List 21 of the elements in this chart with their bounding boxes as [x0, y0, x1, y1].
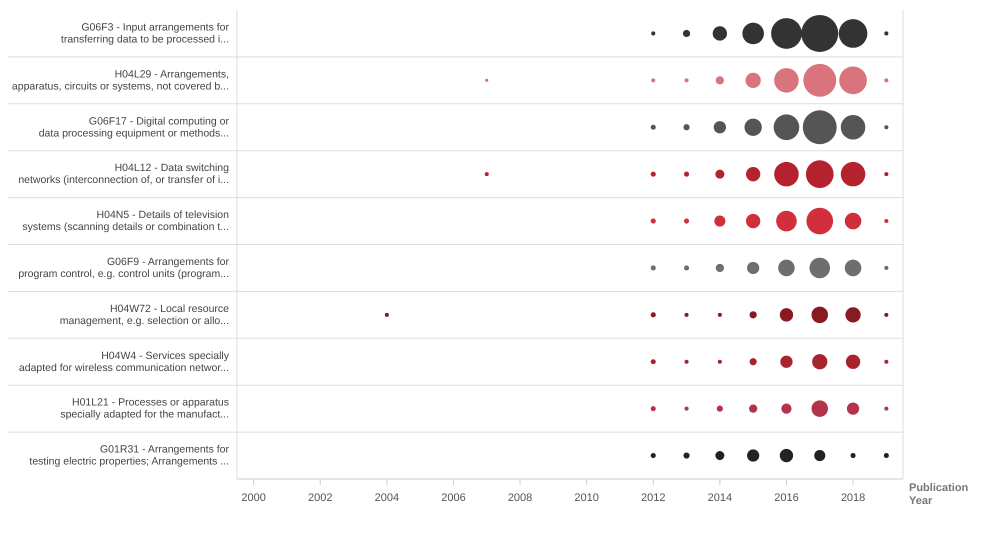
x-tick-label: 2004	[374, 492, 400, 504]
y-tick-label: H04W72 - Local resource management, e.g. selection or allo...	[60, 302, 230, 327]
y-tick-label: H01L21 - Processes or apparatus specially adapted for the manufact...	[60, 396, 229, 420]
y-tick-label: H04N5 - Details of television systems (scanning details or combination t...	[22, 208, 230, 233]
x-tick-label: 2008	[508, 492, 532, 504]
y-tick-label: H04W4 - Services specially adapted for wireless communication networ...	[18, 350, 230, 374]
x-tick-label: 2010	[574, 492, 599, 504]
x-tick-label: 2006	[441, 492, 466, 504]
y-tick-label: G06F17 - Digital computing or data processing equipment or methods...	[38, 115, 230, 140]
x-tick-label: 2018	[840, 492, 866, 504]
y-tick-label: G01R31 - Arrangements for testing electric properties; Arrangements ...	[29, 443, 230, 468]
x-tick-label: 2014	[708, 492, 732, 504]
x-tick-label: 2000	[241, 492, 266, 504]
y-tick-label: G06F3 - Input arrangements for transferring data to be processed i...	[60, 21, 230, 46]
x-tick-label: 2016	[774, 492, 799, 504]
x-axis-title: Publication Year	[909, 482, 969, 507]
y-tick-label: H04L29 - Arrangements, apparatus, circuits or systems, not covered b...	[12, 68, 229, 92]
y-tick-label: H04L12 - Data switching networks (interconnection of, or transfer of i...	[18, 162, 230, 186]
x-tick-label: 2012	[641, 492, 666, 504]
x-tick-label: 2002	[308, 492, 332, 504]
y-tick-label: G06F9 - Arrangements for program control, e.g. control units (program...	[18, 256, 230, 280]
